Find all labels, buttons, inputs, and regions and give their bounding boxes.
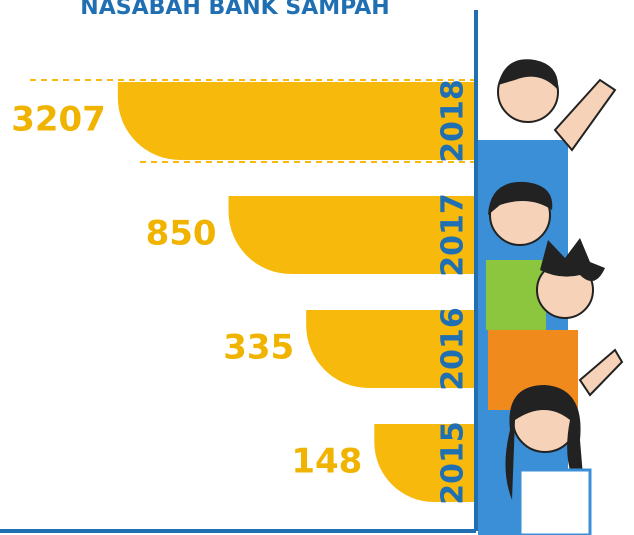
category-label: 2016: [436, 307, 471, 391]
value-label: 148: [291, 442, 362, 482]
value-label: 850: [146, 214, 217, 254]
chart-title: NASABAH BANK SAMPAH: [80, 0, 389, 20]
bar: [374, 424, 474, 502]
value-label: 335: [223, 328, 294, 368]
kids-illustration: [478, 59, 624, 535]
value-label: 3207: [11, 100, 106, 140]
category-label: 2017: [436, 193, 471, 277]
category-label: 2015: [436, 421, 471, 505]
bar: [228, 196, 474, 274]
bar: [117, 82, 474, 160]
category-label: 2018: [436, 79, 471, 163]
bar: [306, 310, 474, 388]
